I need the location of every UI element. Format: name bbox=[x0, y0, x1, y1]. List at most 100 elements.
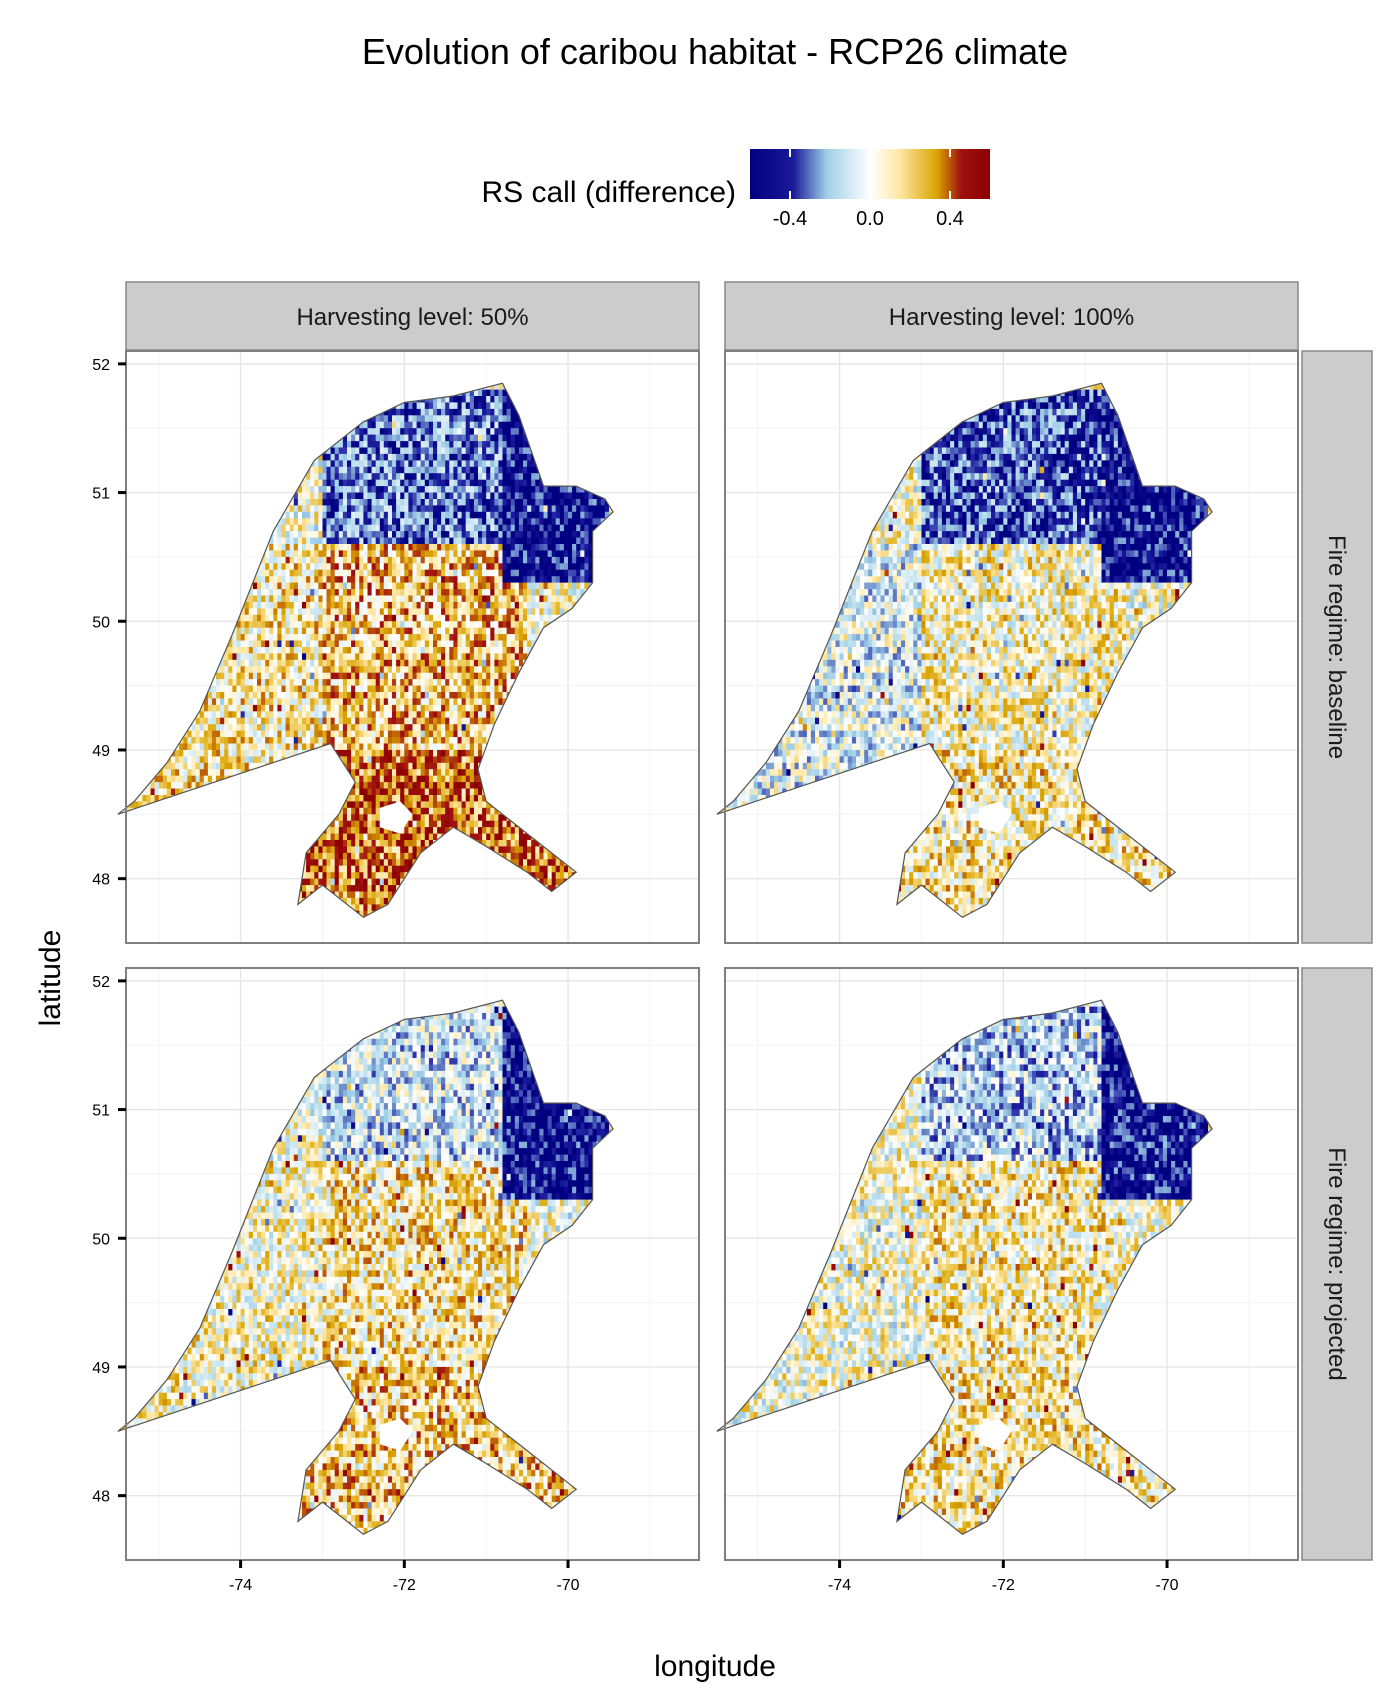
raster-cell bbox=[318, 858, 324, 866]
raster-cell bbox=[334, 524, 340, 532]
raster-cell bbox=[330, 710, 336, 718]
raster-cell bbox=[154, 781, 160, 789]
raster-cell bbox=[318, 852, 324, 860]
raster-cell bbox=[314, 627, 319, 635]
raster-cell bbox=[117, 710, 123, 718]
raster-cell bbox=[314, 569, 319, 577]
raster-cell bbox=[220, 704, 225, 712]
raster-cell bbox=[277, 640, 283, 647]
raster-cell bbox=[334, 575, 340, 583]
raster-cell bbox=[179, 749, 184, 757]
raster-cell bbox=[224, 723, 229, 731]
raster-cell bbox=[297, 556, 303, 564]
raster-cell bbox=[314, 485, 319, 493]
raster-cell bbox=[322, 691, 328, 699]
raster-cell bbox=[347, 826, 352, 834]
raster-cell bbox=[293, 723, 299, 731]
raster-cell bbox=[338, 865, 344, 873]
raster-cell bbox=[199, 710, 205, 718]
raster-cell bbox=[257, 575, 262, 583]
raster-cell bbox=[342, 627, 348, 635]
raster-cell bbox=[285, 556, 291, 564]
raster-cell bbox=[330, 852, 336, 860]
raster-cell bbox=[326, 646, 332, 654]
raster-cell bbox=[302, 614, 307, 622]
raster-cell bbox=[310, 556, 315, 564]
raster-cell bbox=[118, 370, 123, 377]
raster-cell bbox=[351, 800, 356, 808]
raster-cell bbox=[302, 582, 307, 590]
raster-cell bbox=[248, 755, 254, 763]
raster-cell bbox=[281, 569, 287, 577]
raster-cell bbox=[351, 807, 356, 815]
raster-cell bbox=[273, 582, 278, 590]
raster-cell bbox=[285, 601, 291, 609]
raster-cell bbox=[342, 717, 348, 725]
raster-cell bbox=[322, 865, 328, 873]
raster-cell bbox=[240, 672, 246, 680]
raster-cell bbox=[244, 601, 250, 609]
raster-cell bbox=[293, 620, 299, 628]
raster-cell bbox=[338, 646, 344, 654]
raster-cell bbox=[277, 537, 283, 544]
raster-cell bbox=[351, 543, 356, 551]
raster-cell bbox=[269, 588, 274, 596]
raster-cell bbox=[351, 768, 356, 776]
raster-cell bbox=[273, 659, 278, 667]
raster-cell bbox=[289, 614, 295, 622]
raster-cell bbox=[285, 697, 291, 705]
raster-cell bbox=[289, 646, 295, 654]
raster-cell bbox=[334, 466, 340, 474]
raster-cell bbox=[257, 652, 262, 660]
raster-cell bbox=[314, 640, 319, 647]
raster-cell bbox=[211, 762, 217, 770]
raster-cell bbox=[334, 659, 340, 667]
raster-cell bbox=[265, 672, 270, 680]
raster-cell bbox=[306, 517, 311, 525]
raster-cell bbox=[269, 659, 274, 667]
raster-cell bbox=[314, 659, 319, 667]
raster-cell bbox=[273, 704, 278, 712]
raster-cell bbox=[318, 453, 324, 461]
raster-cell bbox=[322, 710, 328, 718]
raster-cell bbox=[187, 742, 193, 750]
raster-cell bbox=[265, 697, 270, 705]
raster-cell bbox=[302, 549, 307, 557]
raster-cell bbox=[281, 672, 287, 680]
raster-cell bbox=[117, 472, 123, 480]
raster-cell bbox=[347, 453, 352, 461]
raster-cell bbox=[326, 588, 332, 596]
raster-cell bbox=[117, 665, 123, 673]
raster-cell bbox=[285, 530, 291, 538]
raster-cell bbox=[248, 672, 254, 680]
raster-cell bbox=[334, 845, 340, 853]
raster-cell bbox=[117, 427, 123, 435]
raster-cell bbox=[338, 549, 344, 557]
raster-cell bbox=[314, 730, 319, 738]
raster-cell bbox=[289, 633, 295, 641]
raster-cell bbox=[240, 723, 246, 731]
raster-cell bbox=[322, 453, 328, 461]
raster-cell bbox=[326, 607, 332, 615]
raster-cell bbox=[310, 691, 315, 699]
raster-cell bbox=[310, 582, 315, 590]
raster-cell bbox=[302, 691, 307, 699]
raster-cell bbox=[244, 678, 250, 686]
raster-cell bbox=[232, 640, 238, 647]
raster-cell bbox=[117, 479, 123, 487]
raster-cell bbox=[183, 775, 188, 783]
raster-cell bbox=[338, 730, 344, 738]
raster-cell bbox=[207, 710, 213, 718]
raster-cell bbox=[314, 871, 319, 879]
raster-cell bbox=[265, 569, 270, 577]
raster-cell bbox=[195, 717, 201, 725]
raster-cell bbox=[334, 826, 340, 834]
raster-cell bbox=[347, 672, 352, 680]
raster-cell bbox=[281, 717, 287, 725]
raster-cell bbox=[117, 685, 123, 692]
raster-cell bbox=[342, 826, 348, 834]
raster-cell bbox=[236, 646, 242, 654]
raster-cell bbox=[289, 524, 295, 532]
raster-cell bbox=[252, 665, 258, 673]
raster-cell bbox=[310, 710, 315, 718]
